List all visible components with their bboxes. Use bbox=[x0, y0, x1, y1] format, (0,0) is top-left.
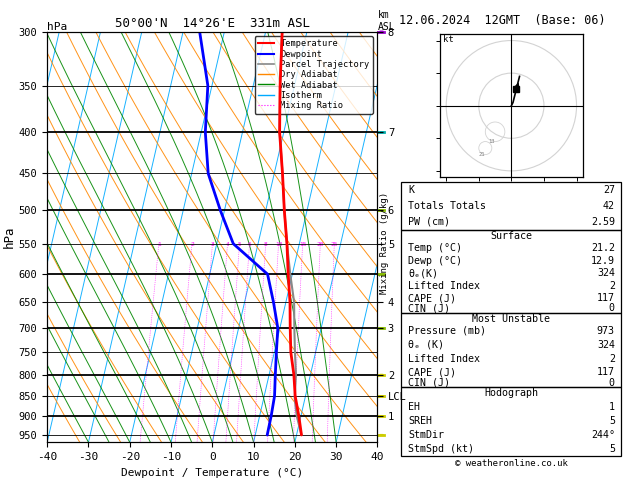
Text: 25: 25 bbox=[331, 242, 338, 247]
Text: Hodograph: Hodograph bbox=[484, 388, 538, 399]
Text: 0: 0 bbox=[609, 303, 615, 313]
Text: 20: 20 bbox=[316, 242, 324, 247]
Text: 117: 117 bbox=[597, 367, 615, 377]
Text: hPa: hPa bbox=[47, 21, 67, 32]
Text: Dewp (°C): Dewp (°C) bbox=[408, 256, 462, 266]
Bar bbox=[401, 182, 621, 229]
Text: K: K bbox=[408, 185, 414, 195]
Text: 21.2: 21.2 bbox=[591, 243, 615, 253]
Text: 12.06.2024  12GMT  (Base: 06): 12.06.2024 12GMT (Base: 06) bbox=[399, 14, 606, 27]
Text: 5: 5 bbox=[609, 444, 615, 454]
Legend: Temperature, Dewpoint, Parcel Trajectory, Dry Adiabat, Wet Adiabat, Isotherm, Mi: Temperature, Dewpoint, Parcel Trajectory… bbox=[255, 36, 373, 114]
Text: 324: 324 bbox=[597, 340, 615, 350]
Text: km
ASL: km ASL bbox=[378, 10, 396, 32]
Text: Pressure (mb): Pressure (mb) bbox=[408, 326, 486, 336]
Text: CAPE (J): CAPE (J) bbox=[408, 293, 456, 303]
Text: 2.59: 2.59 bbox=[591, 217, 615, 227]
Text: 973: 973 bbox=[597, 326, 615, 336]
Text: Surface: Surface bbox=[491, 231, 532, 241]
Text: CIN (J): CIN (J) bbox=[408, 303, 450, 313]
Text: 3: 3 bbox=[211, 242, 214, 247]
Text: θₑ (K): θₑ (K) bbox=[408, 340, 444, 350]
Text: 15: 15 bbox=[299, 242, 306, 247]
X-axis label: Dewpoint / Temperature (°C): Dewpoint / Temperature (°C) bbox=[121, 468, 303, 478]
Bar bbox=[401, 387, 621, 456]
Text: StmDir: StmDir bbox=[408, 431, 444, 440]
Text: 324: 324 bbox=[597, 268, 615, 278]
Text: Lifted Index: Lifted Index bbox=[408, 281, 480, 291]
Text: 5: 5 bbox=[609, 416, 615, 426]
Text: 2: 2 bbox=[609, 354, 615, 364]
Text: 6: 6 bbox=[248, 242, 252, 247]
Text: 13: 13 bbox=[489, 139, 495, 144]
Text: 0: 0 bbox=[609, 378, 615, 388]
Text: θₑ(K): θₑ(K) bbox=[408, 268, 438, 278]
Text: SREH: SREH bbox=[408, 416, 432, 426]
Text: CIN (J): CIN (J) bbox=[408, 378, 450, 388]
Text: 244°: 244° bbox=[591, 431, 615, 440]
Text: © weatheronline.co.uk: © weatheronline.co.uk bbox=[455, 459, 568, 468]
Y-axis label: hPa: hPa bbox=[3, 226, 16, 248]
Bar bbox=[401, 312, 621, 387]
Text: Lifted Index: Lifted Index bbox=[408, 354, 480, 364]
Text: kt: kt bbox=[443, 35, 454, 44]
Text: EH: EH bbox=[408, 401, 420, 412]
Text: 1: 1 bbox=[157, 242, 161, 247]
Text: CAPE (J): CAPE (J) bbox=[408, 367, 456, 377]
Text: 5: 5 bbox=[238, 242, 242, 247]
Text: Totals Totals: Totals Totals bbox=[408, 201, 486, 211]
Text: 8: 8 bbox=[264, 242, 267, 247]
Text: Mixing Ratio (g/kg): Mixing Ratio (g/kg) bbox=[381, 192, 389, 294]
Text: 117: 117 bbox=[597, 293, 615, 303]
Text: Most Unstable: Most Unstable bbox=[472, 313, 550, 324]
Text: 1: 1 bbox=[609, 401, 615, 412]
Text: 12.9: 12.9 bbox=[591, 256, 615, 266]
Title: 50°00'N  14°26'E  331m ASL: 50°00'N 14°26'E 331m ASL bbox=[114, 17, 310, 31]
Text: StmSpd (kt): StmSpd (kt) bbox=[408, 444, 474, 454]
Text: 42: 42 bbox=[603, 201, 615, 211]
Text: PW (cm): PW (cm) bbox=[408, 217, 450, 227]
Text: 27: 27 bbox=[603, 185, 615, 195]
Text: 10: 10 bbox=[275, 242, 282, 247]
Text: Temp (°C): Temp (°C) bbox=[408, 243, 462, 253]
Text: 4: 4 bbox=[226, 242, 230, 247]
Text: 2: 2 bbox=[609, 281, 615, 291]
Text: 21: 21 bbox=[479, 152, 486, 157]
Text: 2: 2 bbox=[190, 242, 194, 247]
Bar bbox=[401, 229, 621, 312]
